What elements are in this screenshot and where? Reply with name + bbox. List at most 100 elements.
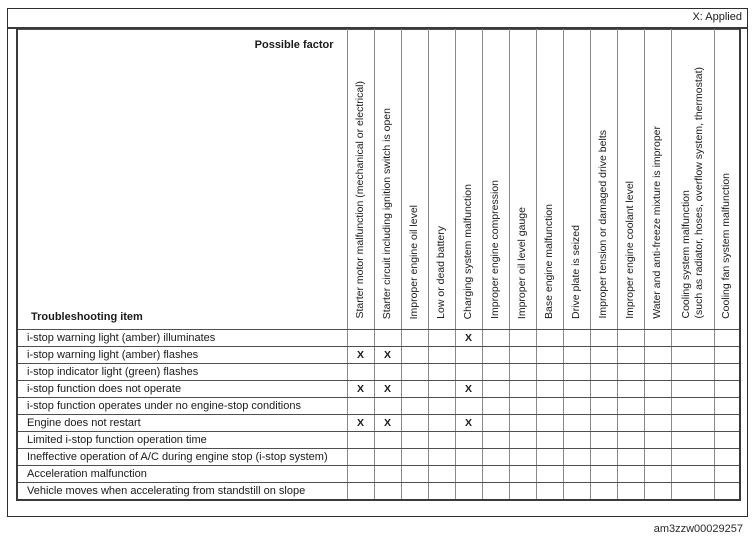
mark-cell xyxy=(589,380,618,398)
mark-cell xyxy=(400,431,429,449)
mark-cell xyxy=(562,329,591,347)
mark-cell xyxy=(481,363,510,381)
factor-header-text: Improper engine coolant level xyxy=(624,181,636,319)
mark-cell xyxy=(400,465,429,483)
mark-cell xyxy=(508,431,537,449)
mark-cell xyxy=(535,431,564,449)
troubleshooting-item-cell: Acceleration malfunction xyxy=(16,465,348,483)
mark-cell xyxy=(427,397,456,415)
mark-cell xyxy=(589,414,618,432)
factor-header-cell: Improper engine coolant level xyxy=(616,29,645,330)
mark-cell xyxy=(589,346,618,364)
mark-cell xyxy=(454,363,483,381)
possible-factor-label: Possible factor xyxy=(254,39,334,51)
mark-cell xyxy=(670,465,715,483)
mark-cell xyxy=(454,465,483,483)
factor-header-cell: Cooling system malfunction (such as radi… xyxy=(670,29,715,330)
factor-header-cell: Charging system malfunction xyxy=(454,29,483,330)
mark-cell xyxy=(508,482,537,501)
mark-cell xyxy=(643,431,672,449)
mark-cell xyxy=(481,482,510,501)
factor-header-cell: Cooling fan system malfunction xyxy=(713,29,741,330)
troubleshooting-item-cell: Vehicle moves when accelerating from sta… xyxy=(16,482,348,501)
mark-cell xyxy=(670,363,715,381)
troubleshooting-item-cell: Engine does not restart xyxy=(16,414,348,432)
mark-cell xyxy=(589,363,618,381)
mark-cell xyxy=(713,431,741,449)
mark-cell xyxy=(616,380,645,398)
factor-header-cell: Starter circuit including ignition switc… xyxy=(373,29,402,330)
mark-cell xyxy=(508,465,537,483)
table-row: Vehicle moves when accelerating from sta… xyxy=(16,482,741,501)
mark-cell xyxy=(535,346,564,364)
mark-cell xyxy=(670,380,715,398)
mark-cell xyxy=(427,346,456,364)
mark-cell xyxy=(670,448,715,466)
mark-cell xyxy=(616,465,645,483)
mark-cell xyxy=(427,380,456,398)
mark-cell xyxy=(508,414,537,432)
factor-header-text: Water and anti-freeze mixture is imprope… xyxy=(651,126,663,319)
mark-cell xyxy=(481,448,510,466)
mark-cell xyxy=(346,448,375,466)
mark-cell xyxy=(562,397,591,415)
applied-mark-cell: X xyxy=(346,380,375,398)
factor-header-text: Improper engine oil level xyxy=(408,204,420,319)
mark-cell xyxy=(670,346,715,364)
figure-id: am3zzw00029257 xyxy=(653,523,743,535)
mark-cell xyxy=(427,465,456,483)
mark-cell xyxy=(400,363,429,381)
applied-mark-cell: X xyxy=(373,414,402,432)
mark-cell xyxy=(535,363,564,381)
table-row: Engine does not restart X X X xyxy=(16,414,741,432)
mark-cell xyxy=(562,448,591,466)
mark-cell xyxy=(508,346,537,364)
factor-header-text: Improper engine compression xyxy=(489,180,501,319)
mark-cell xyxy=(589,448,618,466)
mark-cell xyxy=(713,363,741,381)
mark-cell xyxy=(535,329,564,347)
troubleshooting-item-cell: i-stop function does not operate xyxy=(16,380,348,398)
mark-cell xyxy=(589,465,618,483)
mark-cell xyxy=(670,329,715,347)
factor-header-cell: Improper engine compression xyxy=(481,29,510,330)
mark-cell xyxy=(713,397,741,415)
applied-mark-cell: X xyxy=(373,346,402,364)
mark-cell xyxy=(508,329,537,347)
mark-cell xyxy=(400,380,429,398)
mark-cell xyxy=(508,397,537,415)
mark-cell xyxy=(713,482,741,501)
applied-mark-cell: X xyxy=(454,414,483,432)
factor-header-text: Low or dead battery xyxy=(435,226,447,319)
mark-cell xyxy=(643,380,672,398)
troubleshooting-item-cell: i-stop warning light (amber) flashes xyxy=(16,346,348,364)
mark-cell xyxy=(535,482,564,501)
table-row: Acceleration malfunction xyxy=(16,465,741,483)
mark-cell xyxy=(562,380,591,398)
mark-cell xyxy=(373,448,402,466)
mark-cell xyxy=(481,414,510,432)
mark-cell xyxy=(454,346,483,364)
factor-header-cell: Improper tension or damaged drive belts xyxy=(589,29,618,330)
mark-cell xyxy=(373,431,402,449)
troubleshooting-item-cell: i-stop warning light (amber) illuminates xyxy=(16,329,348,347)
mark-cell xyxy=(400,329,429,347)
mark-cell xyxy=(589,397,618,415)
troubleshooting-item-cell: Limited i-stop function operation time xyxy=(16,431,348,449)
troubleshooting-table-body: Possible factor Troubleshooting item Start… xyxy=(16,29,741,501)
mark-cell xyxy=(427,482,456,501)
mark-cell xyxy=(427,363,456,381)
mark-cell xyxy=(562,465,591,483)
mark-cell xyxy=(713,414,741,432)
mark-cell xyxy=(589,431,618,449)
table-row: i-stop warning light (amber) flashes X X xyxy=(16,346,741,364)
mark-cell xyxy=(346,329,375,347)
mark-cell xyxy=(535,414,564,432)
mark-cell xyxy=(454,448,483,466)
factor-header-text: Improper tension or damaged drive belts xyxy=(597,130,609,319)
mark-cell xyxy=(616,363,645,381)
mark-cell xyxy=(589,482,618,501)
factor-header-cell: Base engine malfunction xyxy=(535,29,564,330)
mark-cell xyxy=(481,431,510,449)
mark-cell xyxy=(373,329,402,347)
